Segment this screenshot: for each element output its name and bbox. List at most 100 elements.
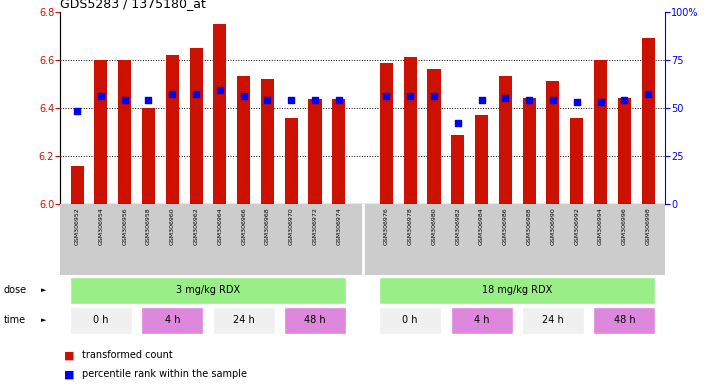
Point bbox=[405, 93, 416, 99]
Point bbox=[119, 97, 130, 103]
Point bbox=[380, 93, 392, 99]
Text: percentile rank within the sample: percentile rank within the sample bbox=[82, 369, 247, 379]
Bar bbox=[451, 135, 464, 204]
Point bbox=[643, 91, 654, 97]
Text: GSM306960: GSM306960 bbox=[170, 207, 175, 245]
Text: GSM306998: GSM306998 bbox=[646, 207, 651, 245]
Bar bbox=[641, 38, 655, 204]
Text: GSM306966: GSM306966 bbox=[241, 207, 246, 245]
Bar bbox=[594, 60, 607, 204]
Point bbox=[619, 97, 630, 103]
Text: 24 h: 24 h bbox=[542, 315, 564, 325]
Bar bbox=[427, 69, 441, 204]
Point bbox=[476, 97, 487, 103]
Point bbox=[262, 97, 273, 103]
Point bbox=[547, 97, 559, 103]
Bar bbox=[284, 118, 298, 204]
Text: GSM306972: GSM306972 bbox=[313, 207, 318, 245]
Text: 3 mg/kg RDX: 3 mg/kg RDX bbox=[176, 285, 240, 295]
Text: GSM306970: GSM306970 bbox=[289, 207, 294, 245]
Text: ►: ► bbox=[41, 287, 46, 293]
Text: GDS5283 / 1375180_at: GDS5283 / 1375180_at bbox=[60, 0, 206, 10]
Text: GSM306962: GSM306962 bbox=[193, 207, 198, 245]
Point bbox=[333, 97, 345, 103]
Text: 4 h: 4 h bbox=[474, 315, 489, 325]
Text: transformed count: transformed count bbox=[82, 350, 173, 360]
Text: 0 h: 0 h bbox=[93, 315, 109, 325]
Bar bbox=[594, 307, 656, 334]
Text: 48 h: 48 h bbox=[614, 315, 635, 325]
Text: 0 h: 0 h bbox=[402, 315, 418, 325]
Point bbox=[452, 120, 464, 126]
Bar bbox=[95, 60, 107, 204]
Point bbox=[95, 93, 107, 99]
Point bbox=[571, 99, 582, 105]
Text: 18 mg/kg RDX: 18 mg/kg RDX bbox=[482, 285, 552, 295]
Text: GSM306992: GSM306992 bbox=[574, 207, 579, 245]
Point bbox=[428, 93, 439, 99]
Text: GSM306974: GSM306974 bbox=[336, 207, 341, 245]
Bar bbox=[547, 81, 560, 204]
Text: dose: dose bbox=[4, 285, 27, 295]
Text: GSM306996: GSM306996 bbox=[622, 207, 627, 245]
Bar bbox=[451, 307, 513, 334]
Bar bbox=[237, 76, 250, 204]
Text: 24 h: 24 h bbox=[232, 315, 255, 325]
Text: GSM306978: GSM306978 bbox=[407, 207, 412, 245]
Bar bbox=[70, 277, 346, 304]
Bar bbox=[379, 277, 656, 304]
Text: GSM306994: GSM306994 bbox=[598, 207, 603, 245]
Text: GSM306954: GSM306954 bbox=[98, 207, 103, 245]
Text: time: time bbox=[4, 315, 26, 325]
Bar bbox=[332, 99, 346, 204]
Text: ►: ► bbox=[41, 317, 46, 323]
Text: GSM306982: GSM306982 bbox=[455, 207, 460, 245]
Bar bbox=[522, 307, 584, 334]
Bar bbox=[309, 99, 321, 204]
Text: GSM306956: GSM306956 bbox=[122, 207, 127, 245]
Text: ■: ■ bbox=[64, 350, 75, 360]
Text: GSM306988: GSM306988 bbox=[527, 207, 532, 245]
Text: GSM306976: GSM306976 bbox=[384, 207, 389, 245]
Point bbox=[191, 91, 202, 97]
Bar bbox=[618, 98, 631, 204]
Point bbox=[238, 93, 250, 99]
Point bbox=[71, 108, 82, 114]
Bar bbox=[141, 307, 203, 334]
Bar bbox=[284, 307, 346, 334]
Point bbox=[595, 99, 606, 105]
Text: 48 h: 48 h bbox=[304, 315, 326, 325]
Bar bbox=[118, 60, 132, 204]
Bar bbox=[379, 307, 441, 334]
Bar bbox=[404, 57, 417, 204]
Point bbox=[523, 97, 535, 103]
Bar bbox=[142, 108, 155, 204]
Text: GSM306984: GSM306984 bbox=[479, 207, 484, 245]
Bar bbox=[499, 76, 512, 204]
Text: GSM306990: GSM306990 bbox=[550, 207, 555, 245]
Bar bbox=[70, 166, 84, 204]
Bar bbox=[523, 98, 535, 204]
Point bbox=[166, 91, 178, 97]
Text: GSM306952: GSM306952 bbox=[75, 207, 80, 245]
Point bbox=[214, 87, 225, 93]
Bar bbox=[70, 307, 132, 334]
Text: GSM306964: GSM306964 bbox=[218, 207, 223, 245]
Point bbox=[286, 97, 297, 103]
Bar bbox=[213, 23, 226, 204]
Bar bbox=[166, 55, 178, 204]
Text: GSM306980: GSM306980 bbox=[432, 207, 437, 245]
Bar bbox=[475, 115, 488, 204]
Text: 4 h: 4 h bbox=[164, 315, 180, 325]
Bar bbox=[380, 63, 393, 204]
Point bbox=[500, 95, 511, 101]
Text: GSM306958: GSM306958 bbox=[146, 207, 151, 245]
Point bbox=[309, 97, 321, 103]
Text: GSM306968: GSM306968 bbox=[265, 207, 270, 245]
Bar bbox=[570, 118, 583, 204]
Bar bbox=[261, 79, 274, 204]
Bar bbox=[213, 307, 274, 334]
Bar bbox=[190, 48, 203, 204]
Point bbox=[143, 97, 154, 103]
Text: GSM306986: GSM306986 bbox=[503, 207, 508, 245]
